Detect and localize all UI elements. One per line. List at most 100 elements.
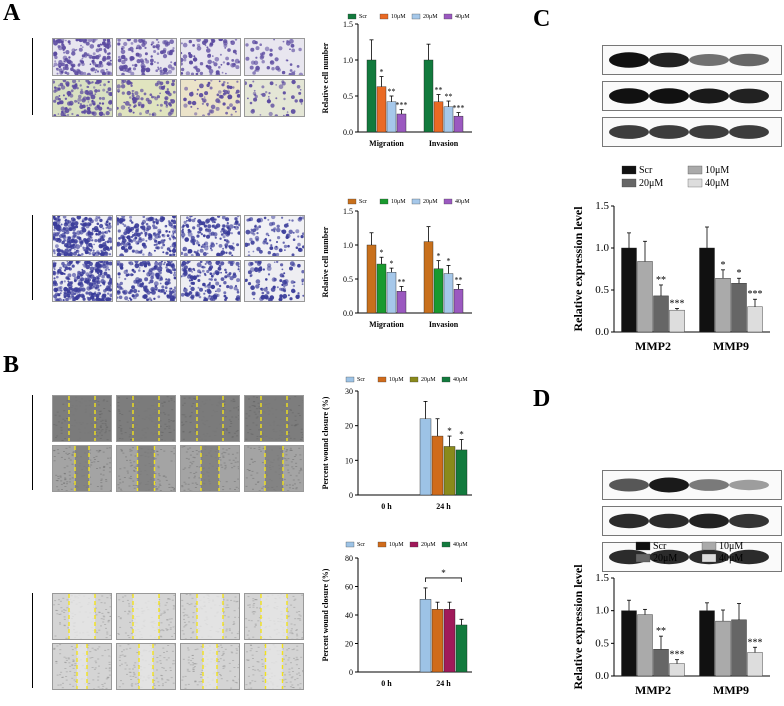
cell-dot: [214, 57, 220, 62]
texture-speck: [126, 397, 128, 399]
texture-speck: [106, 447, 109, 449]
micrograph: [52, 260, 113, 302]
cell-dot: [147, 262, 150, 265]
texture-speck: [259, 436, 262, 437]
cell-dot: [188, 291, 193, 295]
cell-dot: [101, 274, 105, 279]
cell-dot: [209, 217, 213, 221]
cell-dot: [203, 224, 206, 227]
cell-dot: [170, 264, 174, 268]
texture-speck: [231, 632, 233, 634]
y-tick-label: 0.5: [595, 637, 609, 649]
texture-speck: [258, 406, 261, 408]
cell-dot: [57, 216, 61, 218]
cell-dot: [234, 221, 239, 226]
texture-speck: [131, 685, 134, 687]
texture-speck: [231, 416, 234, 418]
blot-bands: [609, 477, 769, 493]
cell-dot: [109, 293, 112, 298]
texture-speck: [229, 488, 232, 490]
micrograph: [116, 38, 177, 76]
texture-speck: [165, 426, 168, 427]
cell-dot: [219, 237, 222, 240]
cell-dot: [129, 216, 133, 219]
texture-speck: [250, 620, 253, 622]
texture-speck: [107, 612, 110, 614]
cell-dot: [174, 229, 176, 234]
texture-speck: [71, 677, 74, 679]
cell-dot: [253, 297, 255, 300]
texture-speck: [289, 632, 292, 634]
cell-dot: [119, 262, 124, 267]
cell-dot: [117, 290, 121, 295]
bracket-line: [32, 215, 33, 300]
texture-speck: [161, 675, 164, 677]
cell-dot: [91, 99, 94, 103]
texture-speck: [189, 447, 192, 449]
cell-dot: [120, 54, 126, 60]
texture-speck: [295, 664, 298, 666]
bar: [621, 247, 637, 333]
texture-speck: [256, 416, 259, 418]
texture-speck: [301, 637, 303, 639]
cell-dot: [141, 42, 146, 47]
texture-speck: [253, 603, 256, 604]
texture-speck: [237, 478, 239, 480]
texture-speck: [86, 647, 89, 649]
texture-speck: [285, 454, 288, 456]
texture-speck: [134, 676, 137, 678]
cell-dot: [66, 60, 71, 64]
micrograph-texture: [117, 39, 176, 75]
texture-speck: [168, 425, 171, 427]
cell-dot: [88, 54, 93, 59]
cell-dot: [72, 245, 77, 249]
cell-dot: [267, 263, 272, 268]
texture-speck: [238, 631, 239, 633]
cell-dot: [106, 55, 111, 60]
cell-dot: [266, 99, 271, 104]
texture-speck: [57, 421, 60, 423]
texture-speck: [53, 450, 56, 452]
cell-dot: [148, 251, 151, 254]
cell-dot: [181, 232, 186, 238]
cell-dot: [69, 291, 75, 296]
texture-speck: [181, 605, 184, 607]
y-tick-label: 0: [349, 491, 353, 500]
legend-swatch: [687, 165, 703, 175]
cell-dot: [232, 86, 235, 89]
category-label: Invasion: [429, 139, 459, 148]
texture-speck: [237, 667, 239, 669]
texture-speck: [110, 404, 111, 406]
blot-band: [729, 125, 769, 139]
texture-speck: [60, 456, 63, 458]
cell-dot: [222, 235, 226, 239]
texture-speck: [237, 468, 239, 470]
texture-speck: [253, 461, 256, 463]
cell-dot: [102, 55, 107, 60]
texture-speck: [195, 663, 198, 665]
cell-dot: [208, 278, 211, 281]
wound-area: [197, 594, 223, 639]
texture-speck: [258, 446, 261, 448]
cell-dot: [131, 94, 135, 98]
cell-dot: [124, 229, 128, 232]
cell-dot: [134, 249, 139, 254]
cell-dot: [82, 247, 87, 252]
bar: [715, 278, 731, 333]
texture-speck: [236, 435, 239, 437]
texture-speck: [159, 629, 162, 631]
cell-dot: [99, 253, 102, 256]
texture-speck: [248, 469, 251, 471]
texture-speck: [133, 674, 136, 676]
texture-speck: [292, 459, 295, 460]
texture-speck: [64, 661, 66, 663]
texture-speck: [99, 450, 102, 451]
texture-speck: [288, 668, 291, 670]
cell-dot: [286, 40, 289, 43]
cell-dot: [106, 240, 110, 244]
cell-dot: [100, 249, 103, 253]
cell-dot: [208, 267, 212, 271]
texture-speck: [181, 679, 184, 681]
